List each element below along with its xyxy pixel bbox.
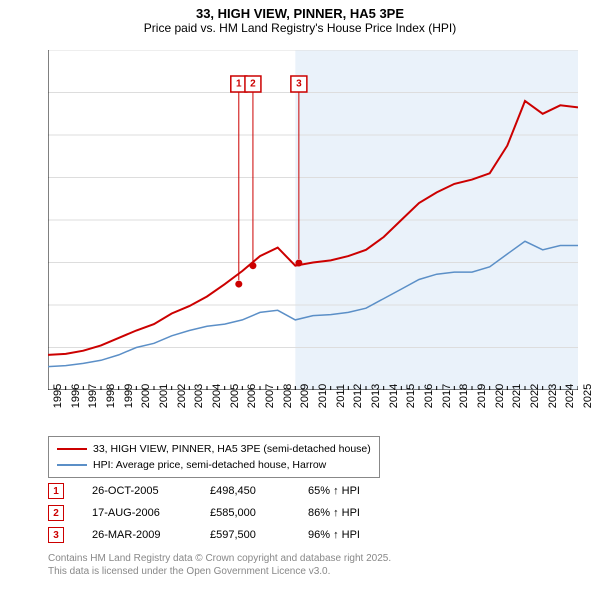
sale-date: 26-OCT-2005 [92,485,182,497]
sales-table: 1 26-OCT-2005 £498,450 65% ↑ HPI 2 17-AUG-200… [48,480,398,546]
sale-date: 26-MAR-2009 [92,529,182,541]
chart-title: 33, HIGH VIEW, PINNER, HA5 3PE [0,6,600,21]
x-tick-label: 1995 [52,384,64,408]
x-tick-label: 2024 [564,384,576,408]
x-tick-label: 2010 [317,384,329,408]
x-tick-label: 2021 [511,384,523,408]
sale-pct: 65% ↑ HPI [308,485,398,497]
x-tick-label: 2004 [211,384,223,408]
sales-row: 3 26-MAR-2009 £597,500 96% ↑ HPI [48,524,398,546]
x-tick-label: 2013 [370,384,382,408]
sale-pct: 96% ↑ HPI [308,529,398,541]
legend-row: 33, HIGH VIEW, PINNER, HA5 3PE (semi-det… [57,441,371,457]
x-tick-label: 2011 [335,384,347,408]
x-tick-label: 2008 [282,384,294,408]
x-tick-label: 2019 [476,384,488,408]
legend-swatch [57,464,87,466]
sale-marker-icon: 1 [48,483,64,499]
x-tick-label: 2006 [246,384,258,408]
attribution-line-2: This data is licensed under the Open Gov… [48,565,391,578]
sale-marker-label: 2 [250,79,256,90]
x-axis: 1995199619971998199920002001200220032004… [48,392,578,432]
x-tick-label: 2015 [405,384,417,408]
x-tick-label: 1999 [123,384,135,408]
x-tick-label: 2005 [229,384,241,408]
x-tick-label: 2007 [264,384,276,408]
x-tick-label: 2001 [158,384,170,408]
attribution: Contains HM Land Registry data © Crown c… [48,552,391,578]
chart-title-block: 33, HIGH VIEW, PINNER, HA5 3PE Price pai… [0,0,600,35]
x-tick-label: 1997 [87,384,99,408]
legend-row: HPI: Average price, semi-detached house,… [57,457,371,473]
sale-price: £597,500 [210,529,280,541]
sale-date: 17-AUG-2006 [92,507,182,519]
x-tick-label: 2017 [441,384,453,408]
sale-price: £585,000 [210,507,280,519]
sale-marker-icon: 3 [48,527,64,543]
legend-swatch [57,448,87,450]
sale-pct: 86% ↑ HPI [308,507,398,519]
x-tick-label: 1996 [70,384,82,408]
sale-point-dot [235,281,242,288]
x-tick-label: 2014 [388,384,400,408]
sales-row: 2 17-AUG-2006 £585,000 86% ↑ HPI [48,502,398,524]
x-tick-label: 2009 [299,384,311,408]
chart-subtitle: Price paid vs. HM Land Registry's House … [0,21,600,35]
chart-svg: 12 3 [48,50,578,390]
legend: 33, HIGH VIEW, PINNER, HA5 3PE (semi-det… [48,436,380,478]
x-tick-label: 2012 [352,384,364,408]
x-tick-label: 2022 [529,384,541,408]
x-tick-label: 2002 [176,384,188,408]
legend-label: HPI: Average price, semi-detached house,… [93,457,326,473]
x-tick-label: 1998 [105,384,117,408]
x-tick-label: 2018 [458,384,470,408]
chart-plot-area: 12 3 [48,50,578,390]
x-tick-label: 2016 [423,384,435,408]
x-tick-label: 2003 [193,384,205,408]
x-tick-label: 2023 [547,384,559,408]
sale-marker-label: 3 [296,79,302,90]
sale-marker-label: 1 [236,79,242,90]
sale-point-dot [249,262,256,269]
x-tick-label: 2025 [582,384,594,408]
x-tick-label: 2020 [494,384,506,408]
x-tick-label: 2000 [140,384,152,408]
sale-marker-icon: 2 [48,505,64,521]
sale-price: £498,450 [210,485,280,497]
attribution-line-1: Contains HM Land Registry data © Crown c… [48,552,391,565]
sale-point-dot [295,260,302,267]
sales-row: 1 26-OCT-2005 £498,450 65% ↑ HPI [48,480,398,502]
legend-label: 33, HIGH VIEW, PINNER, HA5 3PE (semi-det… [93,441,371,457]
